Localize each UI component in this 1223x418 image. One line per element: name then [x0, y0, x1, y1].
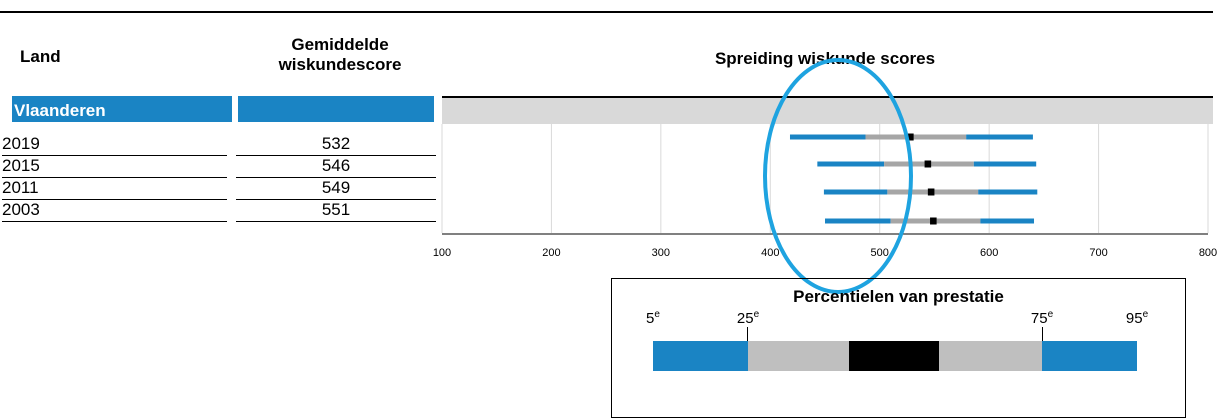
legend-percentile-suffix: e	[1047, 309, 1054, 320]
x-tick-label: 500	[871, 247, 889, 259]
bar-p25-p75	[865, 134, 967, 140]
legend-title: Percentielen van prestatie	[793, 287, 1004, 306]
legend-percentile-number: 25	[736, 310, 754, 327]
row-mean-score: 549	[236, 177, 436, 200]
row-year: 2015	[2, 155, 227, 178]
row-mean-score: 551	[236, 199, 436, 222]
chart-title: Spreiding wiskunde scores	[714, 49, 936, 68]
legend-percentile-number: 5	[646, 310, 655, 327]
bar-p5-p25	[817, 161, 885, 167]
header-average-line1: Gemiddelde	[291, 35, 389, 54]
region-label: Vlaanderen	[12, 96, 232, 122]
legend-percentile-number: 75	[1030, 310, 1048, 327]
x-tick-label: 700	[1089, 247, 1107, 259]
x-tick-label: 100	[433, 247, 451, 259]
legend-percentile-suffix: e	[1142, 309, 1149, 320]
region-name: Vlaanderen	[14, 101, 106, 120]
x-tick-label: 400	[761, 247, 779, 259]
row-year: 2003	[2, 199, 227, 222]
row-mean-score: 532	[236, 133, 436, 156]
legend-tick-25	[747, 327, 748, 341]
legend-percentile-suffix: e	[753, 309, 760, 320]
legend-seg-ci-p75	[939, 341, 1042, 371]
bar-p75-p95	[966, 134, 1033, 140]
header-average: Gemiddelde wiskundescore	[245, 35, 435, 75]
legend-seg-p75-p95	[1042, 341, 1137, 371]
bar-mean-ci	[907, 133, 914, 141]
row-year: 2019	[2, 133, 227, 156]
x-tick-label: 200	[542, 247, 560, 259]
region-score-cell	[238, 96, 434, 122]
bar-p75-p95	[980, 218, 1035, 224]
bar-p5-p25	[823, 189, 888, 195]
bar-p75-p95	[973, 161, 1037, 167]
bar-p75-p95	[978, 189, 1038, 195]
legend-seg-p5-p25	[653, 341, 748, 371]
x-tick-label: 800	[1199, 247, 1217, 259]
legend-percentile-label: 5e	[633, 309, 673, 327]
highlight-ellipse	[763, 58, 913, 294]
x-tick-label: 300	[652, 247, 670, 259]
chart-region-band	[442, 96, 1213, 124]
legend-percentile-label: 25e	[728, 309, 768, 327]
header-average-line2: wiskundescore	[278, 55, 402, 74]
legend-percentile-suffix: e	[654, 309, 660, 320]
bar-p5-p25	[789, 134, 866, 140]
top-rule	[0, 11, 1213, 13]
legend-percentile-number: 95	[1125, 310, 1143, 327]
bar-mean-ci	[930, 217, 937, 225]
legend-seg-p25-ci	[748, 341, 849, 371]
legend-tick-75	[1042, 327, 1043, 341]
legend-seg-ci	[849, 341, 939, 371]
legend-percentile-label: 95e	[1117, 309, 1157, 327]
header-land: Land	[20, 47, 61, 66]
legend-box: Percentielen van prestatie 5e 25e 75e 95e	[611, 278, 1186, 418]
x-tick-label: 600	[980, 247, 998, 259]
bar-p5-p25	[825, 218, 891, 224]
bar-mean-ci	[924, 160, 932, 168]
legend-percentile-label: 75e	[1022, 309, 1062, 327]
row-year: 2011	[2, 177, 227, 200]
bar-mean-ci	[927, 188, 935, 196]
row-mean-score: 546	[236, 155, 436, 178]
